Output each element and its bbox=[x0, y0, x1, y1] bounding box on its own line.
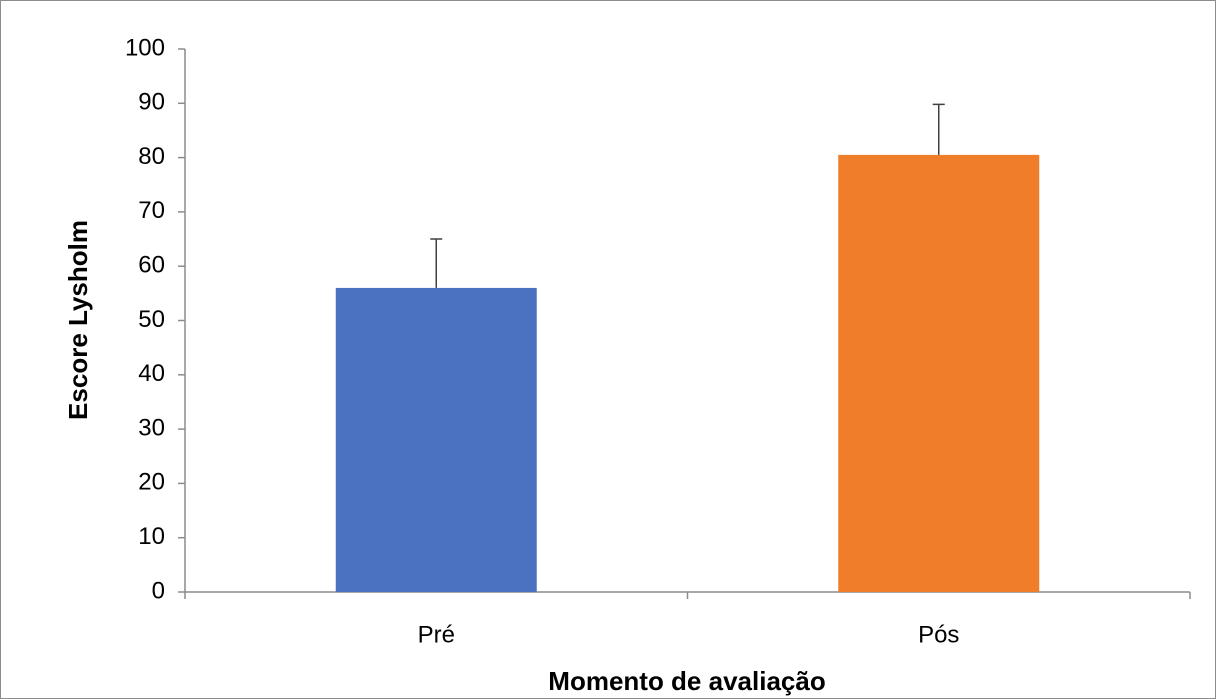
y-tick-label: 60 bbox=[138, 252, 165, 279]
error-bar bbox=[430, 238, 443, 288]
bar bbox=[838, 154, 1040, 592]
y-tick-label: 10 bbox=[138, 523, 165, 550]
y-axis-title: Escore Lysholm bbox=[63, 220, 93, 420]
y-tick-label: 40 bbox=[138, 360, 165, 387]
y-tick-label: 0 bbox=[152, 577, 165, 604]
y-tick-label: 20 bbox=[138, 469, 165, 496]
y-tick-label: 100 bbox=[125, 34, 165, 61]
error-bar bbox=[932, 103, 945, 155]
x-tick-label: Pós bbox=[918, 621, 959, 648]
y-tick-label: 30 bbox=[138, 414, 165, 441]
y-tick-label: 80 bbox=[138, 143, 165, 170]
x-axis-title: Momento de avaliação bbox=[548, 666, 825, 696]
bar bbox=[335, 287, 537, 592]
x-tick-label: Pré bbox=[418, 621, 455, 648]
y-tick-label: 90 bbox=[138, 89, 165, 116]
y-tick-label: 70 bbox=[138, 197, 165, 224]
y-tick-label: 50 bbox=[138, 306, 165, 333]
